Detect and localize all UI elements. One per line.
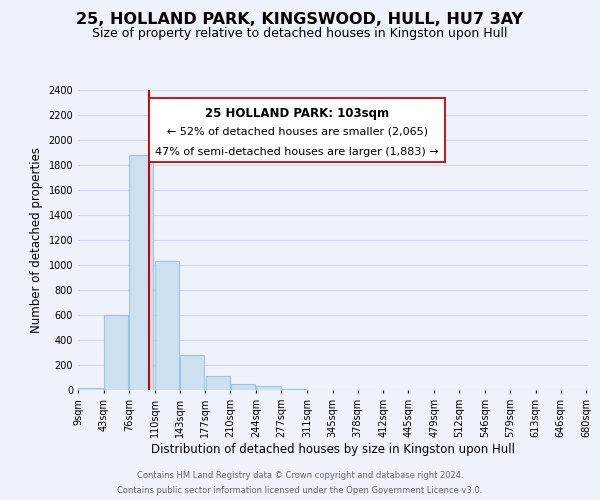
Bar: [180, 355, 204, 390]
Bar: [129, 155, 154, 390]
Text: Contains HM Land Registry data © Crown copyright and database right 2024.: Contains HM Land Registry data © Crown c…: [137, 471, 463, 480]
Bar: [155, 260, 179, 390]
Y-axis label: Number of detached properties: Number of detached properties: [30, 147, 43, 333]
Text: 25 HOLLAND PARK: 103sqm: 25 HOLLAND PARK: 103sqm: [205, 106, 389, 120]
Text: 25, HOLLAND PARK, KINGSWOOD, HULL, HU7 3AY: 25, HOLLAND PARK, KINGSWOOD, HULL, HU7 3…: [76, 12, 524, 28]
Bar: [104, 315, 128, 390]
Bar: [79, 388, 103, 390]
Text: 47% of semi-detached houses are larger (1,883) →: 47% of semi-detached houses are larger (…: [155, 148, 439, 158]
Text: Contains public sector information licensed under the Open Government Licence v3: Contains public sector information licen…: [118, 486, 482, 495]
FancyBboxPatch shape: [149, 98, 445, 162]
Bar: [230, 384, 255, 390]
Bar: [206, 376, 230, 390]
Text: ← 52% of detached houses are smaller (2,065): ← 52% of detached houses are smaller (2,…: [167, 127, 428, 137]
Text: Size of property relative to detached houses in Kingston upon Hull: Size of property relative to detached ho…: [92, 28, 508, 40]
X-axis label: Distribution of detached houses by size in Kingston upon Hull: Distribution of detached houses by size …: [151, 442, 515, 456]
Bar: [256, 386, 281, 390]
